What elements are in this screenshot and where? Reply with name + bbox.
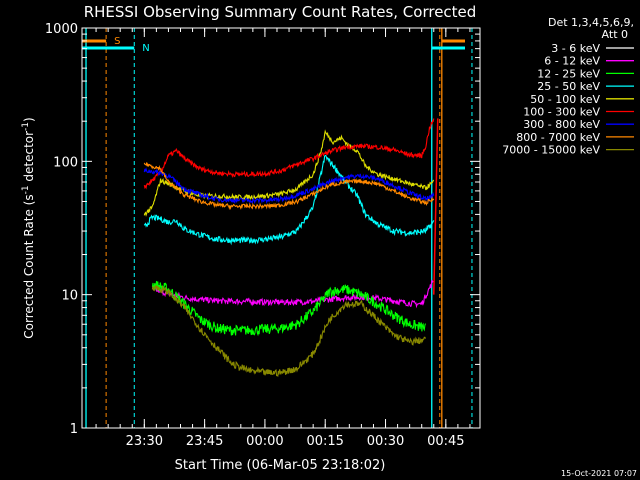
x-tick-label: 00:30: [367, 434, 404, 449]
legend-entry-label: 25 - 50 keV: [537, 80, 600, 93]
legend-header-attenuator: Att 0: [602, 28, 628, 41]
y-tick-label: 100: [53, 155, 78, 170]
series-line: [151, 284, 426, 378]
y-tick-label: 1: [70, 422, 78, 437]
y-axis-label: Corrected Count Rate (s-1 detector-1): [21, 117, 36, 338]
x-tick-label: 23:45: [186, 434, 223, 449]
legend-entry-label: 300 - 800 keV: [523, 118, 600, 131]
chart-title: RHESSI Observing Summary Count Rates, Co…: [84, 3, 477, 21]
x-tick-label: 23:30: [126, 434, 163, 449]
series-line: [143, 167, 435, 205]
series-line: [143, 162, 435, 211]
axes: 1 10 100 1000 23:30 23:45 00:00 00:15 00:30 00:45: [45, 22, 481, 449]
legend-entry-label: 100 - 300 keV: [523, 106, 600, 119]
y-tick-label: 10: [61, 289, 78, 304]
saa-flag-label: S: [114, 36, 120, 47]
series-line: [143, 154, 435, 246]
flare-spike: [433, 118, 439, 295]
series-line: [151, 280, 427, 337]
y-tick-label: 1000: [45, 22, 78, 37]
x-axis-label: Start Time (06-Mar-05 23:18:02): [175, 458, 386, 473]
legend-entry-label: 800 - 7000 keV: [516, 131, 600, 144]
series-line: [143, 118, 435, 190]
series-line: [143, 129, 435, 217]
timestamp: 15-Oct-2021 07:07: [561, 469, 637, 478]
plot-frame: [81, 27, 481, 429]
series-line: [151, 314, 427, 431]
night-flag-label: N: [142, 43, 149, 54]
legend-entry-label: 7000 - 15000 keV: [502, 144, 600, 157]
legend-entry-label: 3 - 6 keV: [551, 42, 600, 55]
x-tick-label: 00:00: [246, 434, 283, 449]
legend-entry-label: 50 - 100 keV: [530, 93, 600, 106]
x-tick-label: 00:45: [427, 434, 464, 449]
series-line: [151, 279, 434, 309]
legend-entry-label: 6 - 12 keV: [544, 55, 600, 68]
legend-header-detectors: Det 1,3,4,5,6,9,: [548, 16, 634, 29]
plot-area: SN: [82, 28, 473, 431]
x-tick-label: 00:15: [306, 434, 343, 449]
legend-entry-label: 12 - 25 keV: [537, 67, 600, 80]
